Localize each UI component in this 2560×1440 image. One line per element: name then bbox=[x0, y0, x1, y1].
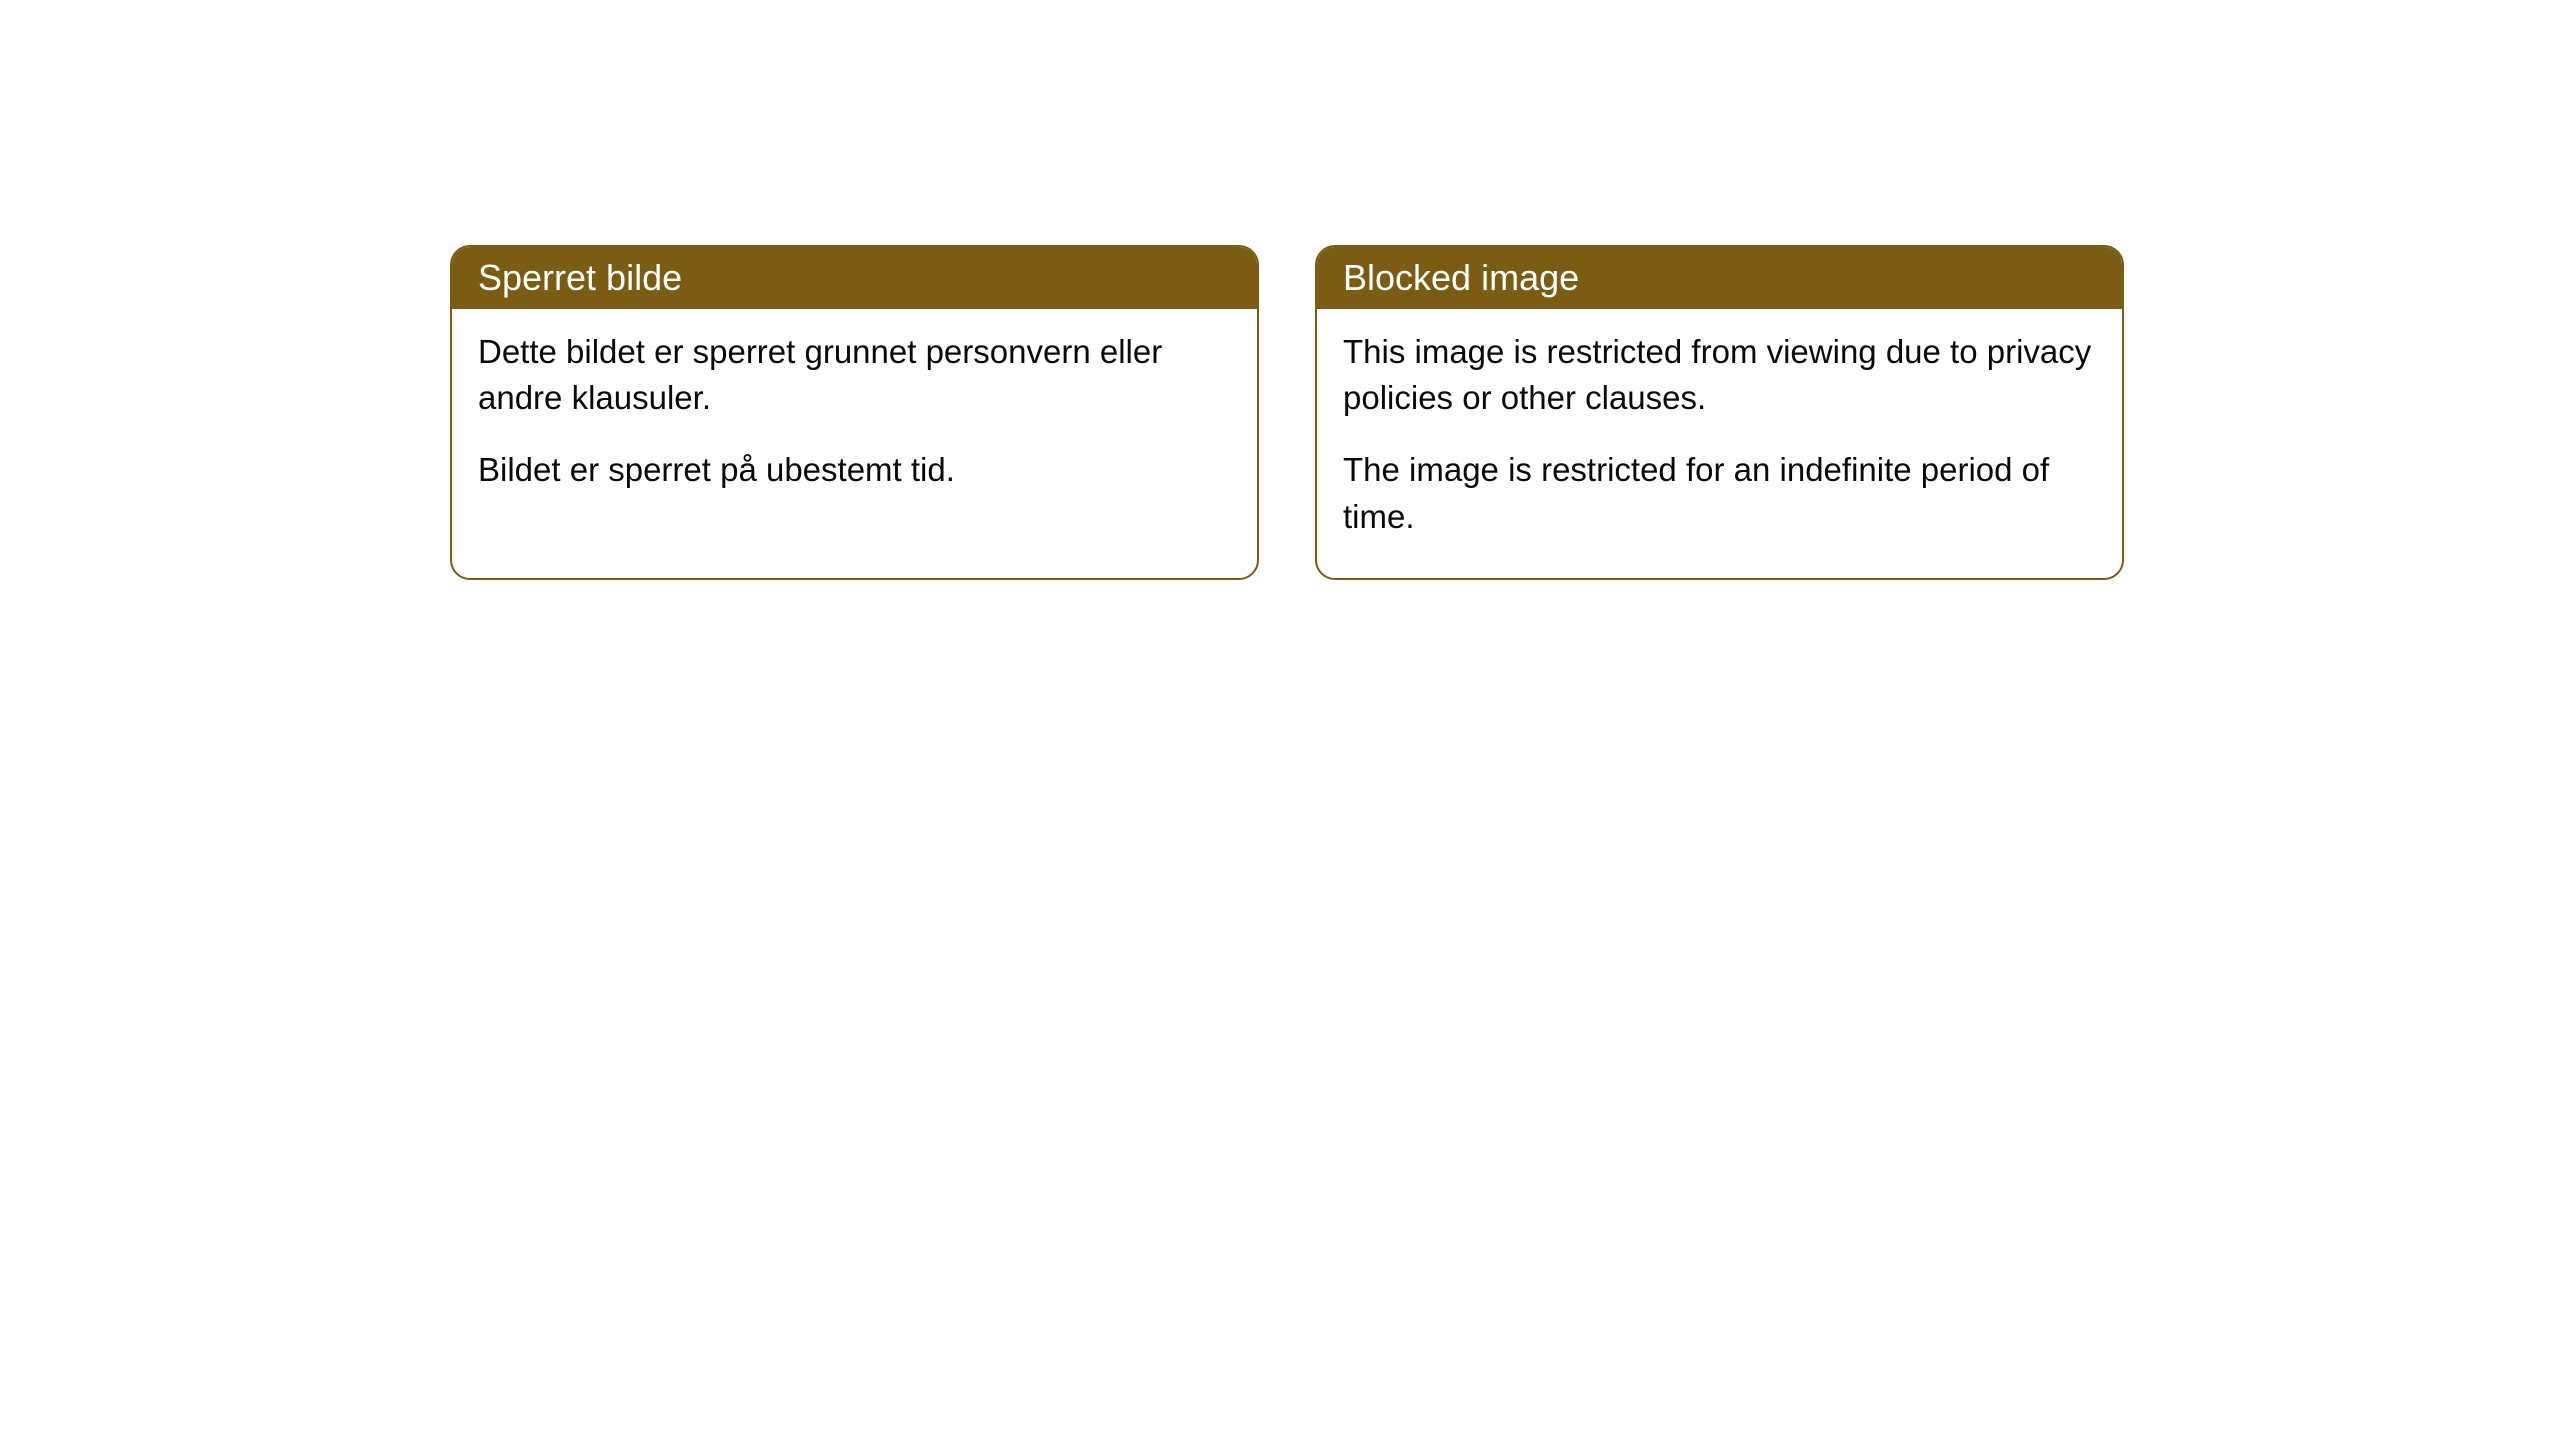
card-body-english: This image is restricted from viewing du… bbox=[1317, 309, 2122, 578]
cards-container: Sperret bilde Dette bildet er sperret gr… bbox=[450, 245, 2560, 580]
card-paragraph-1: Dette bildet er sperret grunnet personve… bbox=[478, 329, 1231, 421]
card-header-norwegian: Sperret bilde bbox=[452, 247, 1257, 309]
card-paragraph-1: This image is restricted from viewing du… bbox=[1343, 329, 2096, 421]
card-norwegian: Sperret bilde Dette bildet er sperret gr… bbox=[450, 245, 1259, 580]
card-paragraph-2: Bildet er sperret på ubestemt tid. bbox=[478, 447, 1231, 493]
card-header-english: Blocked image bbox=[1317, 247, 2122, 309]
card-paragraph-2: The image is restricted for an indefinit… bbox=[1343, 447, 2096, 539]
card-english: Blocked image This image is restricted f… bbox=[1315, 245, 2124, 580]
card-body-norwegian: Dette bildet er sperret grunnet personve… bbox=[452, 309, 1257, 532]
